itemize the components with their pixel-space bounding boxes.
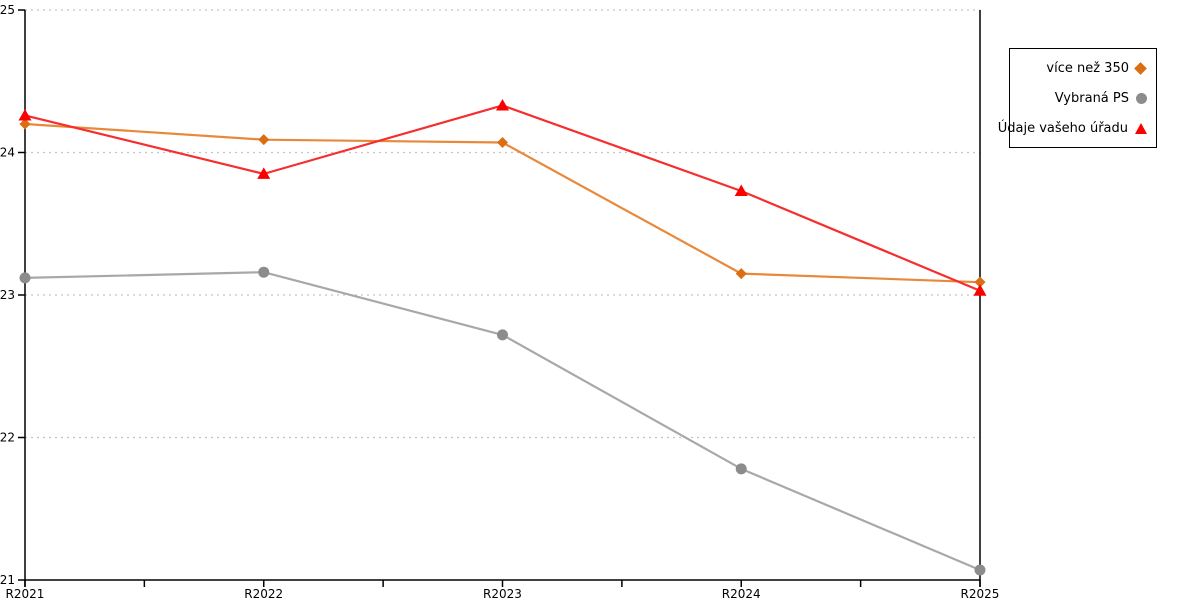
data-point-triangle: [18, 108, 32, 121]
x-tick-label: R2023: [483, 587, 522, 600]
legend-item-udaje-vaseho-uradu: Údaje vašeho úřadu: [998, 121, 1147, 136]
data-point-diamond: [735, 268, 747, 280]
data-point-triangle: [496, 98, 509, 111]
legend-item-vice-nez-350: více než 350: [1014, 61, 1147, 76]
y-tick-label: 24: [0, 146, 15, 160]
legend-label: Údaje vašeho úřadu: [997, 120, 1128, 136]
data-point-diamond: [258, 134, 270, 146]
y-tick-label: 21: [0, 573, 15, 587]
y-tick-label: 22: [0, 431, 15, 445]
circle-marker-icon: [1136, 92, 1147, 104]
y-tick-label: 25: [0, 3, 15, 17]
diamond-marker-icon: [1134, 61, 1147, 75]
legend-label: Vybraná PS: [1054, 90, 1129, 106]
x-tick-label: R2024: [722, 587, 761, 600]
chart-legend: více než 350 Vybraná PS Údaje vašeho úřa…: [998, 48, 1157, 148]
y-tick-label: 23: [0, 288, 15, 302]
x-tick-label: R2025: [961, 587, 1000, 600]
data-point-triangle: [734, 184, 748, 196]
data-point-diamond: [19, 118, 31, 130]
data-point-triangle: [973, 284, 987, 296]
data-point-diamond: [497, 137, 508, 149]
data-point-circle: [19, 272, 31, 284]
data-point-circle: [974, 564, 986, 576]
x-tick-label: R2022: [244, 587, 283, 600]
data-point-triangle: [257, 167, 271, 179]
x-tick-label: R2021: [6, 587, 45, 600]
data-point-circle: [497, 329, 508, 341]
data-point-circle: [258, 266, 270, 278]
data-point-diamond: [974, 276, 986, 288]
legend-item-vybrana-ps: Vybraná PS: [1014, 91, 1147, 106]
data-point-circle: [735, 463, 747, 475]
legend-label: více než 350: [1046, 60, 1129, 76]
triangle-marker-icon: [1135, 122, 1147, 134]
series-line-1: [23, 271, 982, 572]
